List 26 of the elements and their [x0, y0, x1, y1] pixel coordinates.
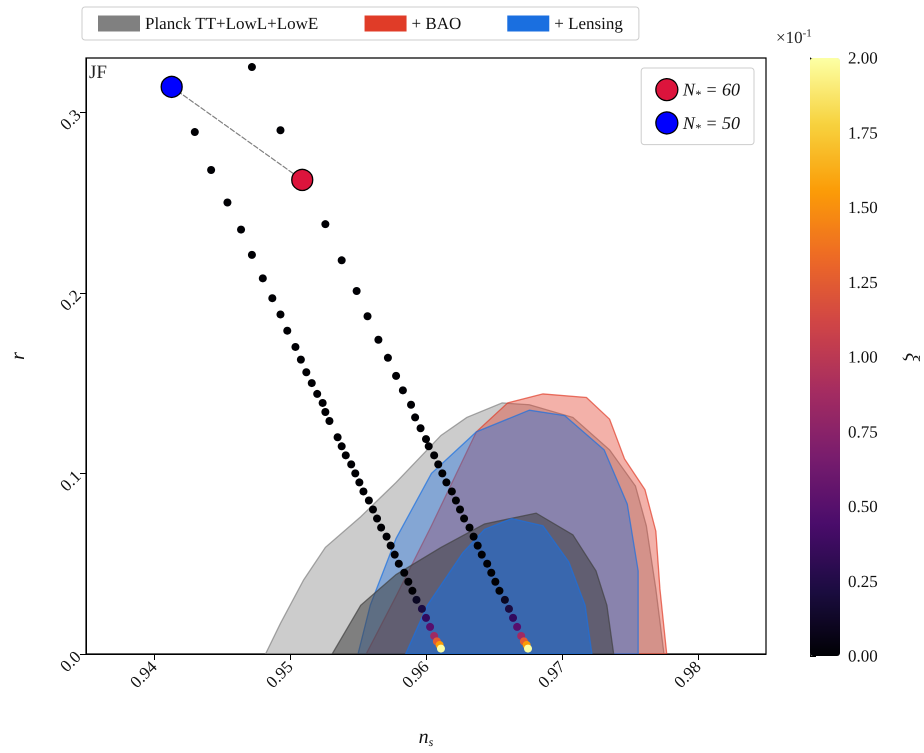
legend-label: N* = 50: [682, 112, 740, 135]
color-bar-label: 1.50: [848, 198, 878, 217]
y-tick-label: 0.1: [56, 466, 85, 496]
legend-label: + BAO: [412, 14, 462, 33]
color-bar-label: 1.75: [848, 123, 878, 142]
x-tick-label: 0.95: [262, 657, 297, 692]
y-tick-label: 0.2: [56, 286, 85, 315]
x-tick-label: 0.94: [126, 656, 162, 692]
color-bar-label: 0.75: [848, 422, 878, 442]
y-axis-title: r: [7, 352, 29, 360]
color-bar-label: 0.50: [848, 497, 878, 516]
color-bar-label: 2.00: [848, 48, 878, 68]
y-tick-label: 0.0: [56, 647, 85, 676]
annotation: JF: [89, 62, 107, 83]
legend-label: Planck TT+LowL+LowE: [145, 14, 318, 33]
color-bar-label: 0.25: [848, 572, 878, 591]
x-tick-label: 0.97: [534, 657, 569, 692]
color-bar-title: ξ: [901, 352, 923, 362]
color-bar-label: 1.00: [848, 348, 878, 366]
x-tick-label: 0.96: [398, 657, 433, 692]
y-tick-label: 0.3: [56, 105, 85, 134]
color-bar-label: 0.00: [848, 646, 878, 666]
legend-label: N* = 60: [682, 80, 740, 102]
x-tick-label: 0.98: [670, 657, 705, 692]
legend-label: + Lensing: [554, 14, 624, 33]
color-bar-label: 1.25: [848, 272, 878, 292]
